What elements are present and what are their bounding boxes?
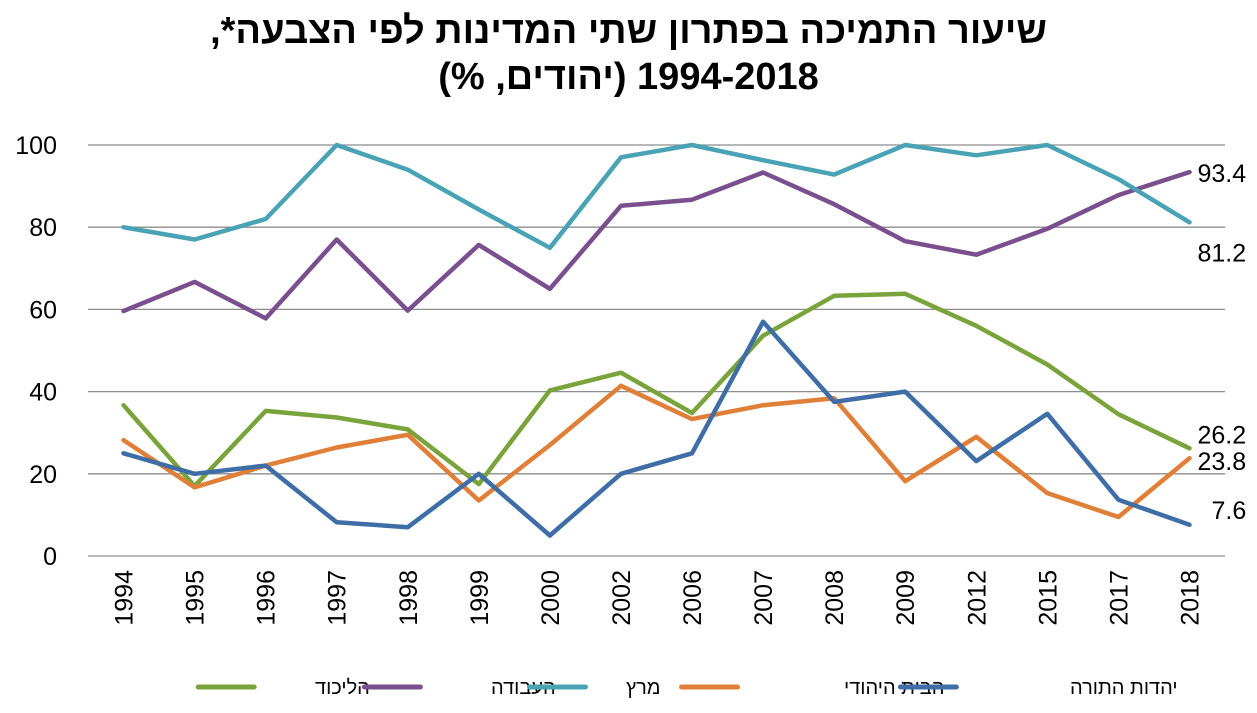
x-tick-label: 2000 — [537, 570, 565, 626]
data-labels: 26.2 93.4 81.2 23.8 7.6 — [1197, 160, 1246, 525]
chart-title-line2: 1994-2018 (יהודים, %) — [438, 56, 819, 98]
x-tick-label: 2008 — [821, 570, 849, 626]
data-label: 23.8 — [1197, 448, 1246, 476]
x-tick-label: 2018 — [1176, 570, 1204, 626]
x-tick-label: 2012 — [963, 570, 991, 626]
legend: הליכוד העבודה מרץ הבית היהודי יהדות התורה — [195, 677, 1178, 699]
x-axis-ticks: 1994 1995 1996 1997 1998 1999 2000 2002 2006 2007… — [111, 570, 1205, 626]
y-tick-label: 0 — [43, 543, 57, 571]
data-label: 93.4 — [1197, 160, 1246, 188]
legend-label: מרץ — [626, 677, 661, 699]
data-label: 81.2 — [1197, 239, 1246, 267]
y-tick-label: 60 — [29, 296, 57, 324]
legend-label: העבודה — [491, 677, 556, 699]
series-line-0 — [121, 291, 1192, 489]
data-label: 7.6 — [1211, 497, 1246, 525]
legend-label: יהדות התורה — [1070, 677, 1178, 699]
x-tick-label: 2006 — [679, 570, 707, 626]
y-tick-label: 20 — [29, 461, 57, 489]
legend-label: הליכוד — [315, 677, 370, 699]
series-line-2 — [121, 142, 1192, 251]
series-line-4 — [121, 319, 1192, 538]
x-tick-label: 1994 — [111, 570, 139, 626]
y-tick-label: 80 — [29, 214, 57, 242]
y-tick-label: 100 — [15, 132, 57, 160]
series-line-1 — [121, 169, 1192, 321]
x-tick-label: 1995 — [182, 570, 210, 626]
chart-title-line1: שיעור התמיכה בפתרון שתי המדינות לפי הצבע… — [210, 10, 1047, 52]
series-line-3 — [121, 383, 1192, 520]
legend-label: הבית היהודי — [844, 677, 944, 699]
x-tick-label: 2002 — [608, 570, 636, 626]
x-tick-label: 2017 — [1105, 570, 1133, 626]
series-lines — [121, 142, 1192, 538]
data-label: 26.2 — [1197, 421, 1246, 449]
y-tick-label: 40 — [29, 379, 57, 407]
x-tick-label: 1997 — [324, 570, 352, 626]
x-tick-label: 1999 — [466, 570, 494, 626]
x-tick-label: 1998 — [395, 570, 423, 626]
chart-title: שיעור התמיכה בפתרון שתי המדינות לפי הצבע… — [0, 8, 1257, 100]
y-axis-ticks: 0 20 40 60 80 100 — [15, 132, 57, 571]
x-tick-label: 2007 — [750, 570, 778, 626]
x-tick-label: 2009 — [892, 570, 920, 626]
x-tick-label: 1996 — [253, 570, 281, 626]
x-tick-label: 2015 — [1034, 570, 1062, 626]
